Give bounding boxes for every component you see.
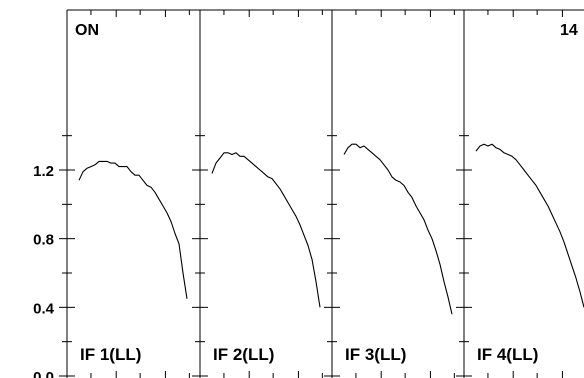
series-line-if1 [78, 160, 188, 299]
panel-label-if2: IF 2(LL) [213, 345, 274, 364]
y-axis: 0.0 0.4 0.8 1.2 [33, 163, 55, 378]
panel-label-if3: IF 3(LL) [345, 345, 406, 364]
series-line-if2 [211, 152, 321, 308]
header-right-label: 14 [560, 22, 578, 39]
panel-frames [66, 9, 584, 378]
panel-label-if1: IF 1(LL) [80, 345, 141, 364]
series-line-if4 [475, 143, 584, 308]
series-line-if3 [343, 143, 453, 315]
tick-marks [59, 10, 563, 378]
panel-label-if4: IF 4(LL) [477, 345, 538, 364]
y-tick-label: 1.2 [33, 163, 54, 180]
panel-labels: IF 1(LL) IF 2(LL) IF 3(LL) IF 4(LL) [80, 345, 538, 364]
header-left-label: ON [75, 22, 99, 39]
y-tick-label: 0.0 [33, 369, 54, 378]
y-tick-label: 0.4 [33, 300, 55, 317]
y-tick-label: 0.8 [33, 232, 54, 249]
series-lines [78, 143, 584, 315]
